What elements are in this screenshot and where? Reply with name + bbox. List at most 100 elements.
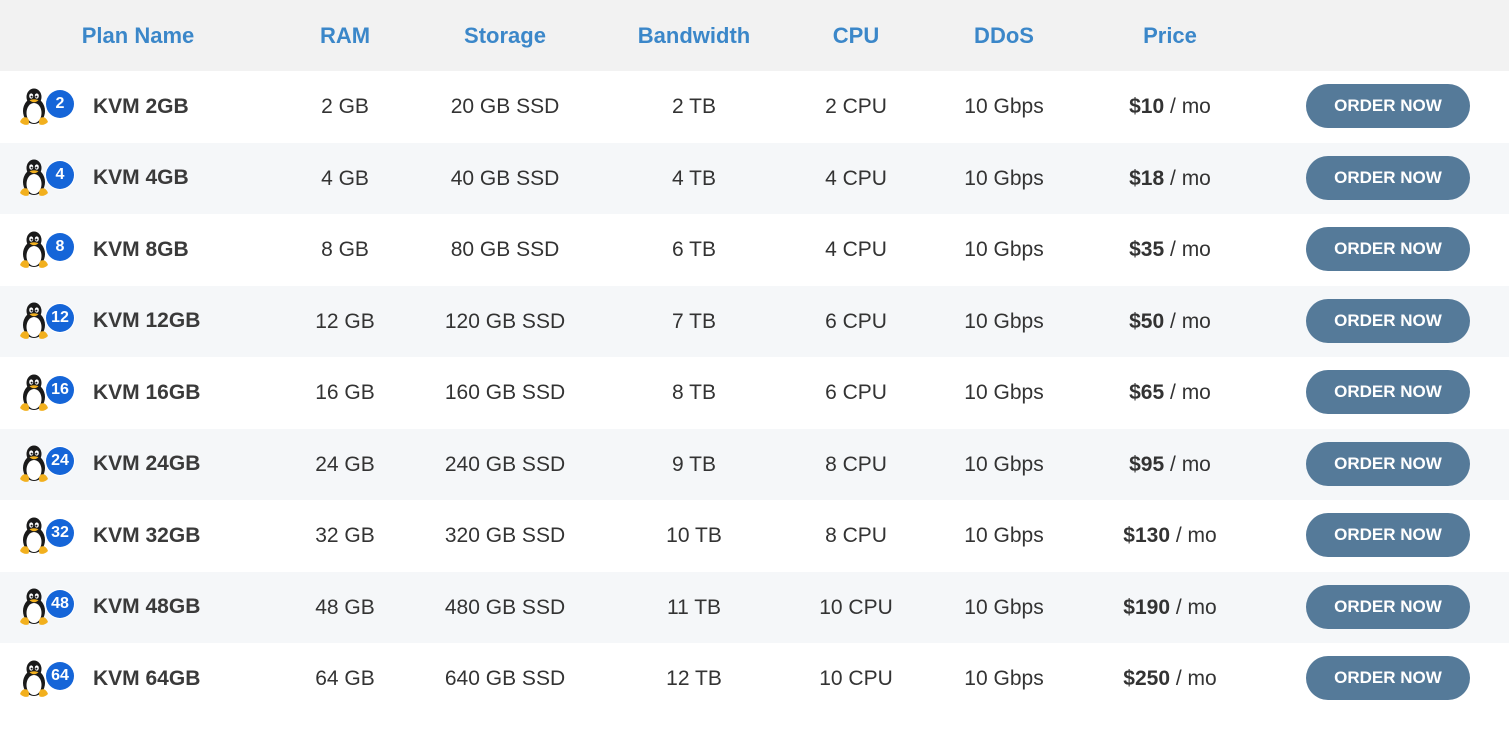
price-amount: $18 [1129,166,1165,190]
ram-cell: 24 GB [315,452,375,476]
cpu-cell: 4 CPU [825,166,887,190]
storage-cell: 640 GB SSD [444,667,566,690]
price-cell: $10 / mo [1129,71,1211,143]
order-now-button[interactable]: ORDER NOW [1306,370,1470,414]
price-amount: $50 [1129,309,1165,333]
order-now-button[interactable]: ORDER NOW [1306,656,1470,700]
linux-tux-icon [20,159,48,197]
plan-name: KVM 4GB [93,166,189,190]
price-amount: $95 [1129,452,1165,476]
storage-cell: 80 GB SSD [450,238,560,261]
price-cell: $50 / mo [1129,286,1211,358]
cpu-cell: 4 CPU [825,238,887,261]
storage-cell: 40 GB SSD [450,166,560,190]
header-bandwidth: Bandwidth [637,23,751,48]
table-row: 2 KVM 2GB 2 GB 20 GB SSD 2 TB 2 CPU 10 G… [0,71,1509,143]
cpu-cell: 6 CPU [825,309,887,333]
plan-cell: 48 KVM 48GB [18,572,200,644]
ddos-cell: 10 Gbps [964,95,1044,118]
ram-cell: 48 GB [315,595,375,619]
ram-badge: 64 [46,661,74,690]
ddos-cell: 10 Gbps [964,238,1044,261]
ram-badge: 2 [46,89,74,118]
ddos-cell: 10 Gbps [964,452,1044,476]
ddos-cell: 10 Gbps [964,595,1044,619]
ram-badge: 32 [46,518,74,547]
price-unit: / mo [1175,524,1217,547]
header-plan-name: Plan Name [81,23,195,48]
ram-cell: 12 GB [315,309,375,333]
storage-cell: 240 GB SSD [444,452,566,476]
ddos-cell: 10 Gbps [964,667,1044,690]
price-cell: $130 / mo [1123,500,1216,572]
order-now-button[interactable]: ORDER NOW [1306,155,1470,200]
order-now-button[interactable]: ORDER NOW [1306,84,1470,128]
price-unit: / mo [1170,238,1211,261]
order-now-button[interactable]: ORDER NOW [1306,584,1470,629]
price-unit: / mo [1170,452,1211,476]
plan-cell: 8 KVM 8GB [18,214,189,286]
linux-tux-icon [20,231,48,268]
linux-tux-icon [20,445,48,483]
bandwidth-cell: 2 TB [672,95,716,118]
linux-tux-icon [20,302,48,340]
linux-tux-icon [20,517,48,554]
price-cell: $250 / mo [1123,643,1216,715]
plan-cell: 12 KVM 12GB [18,286,200,358]
price-cell: $95 / mo [1129,429,1211,501]
cpu-cell: 8 CPU [825,524,887,547]
bandwidth-cell: 10 TB [666,524,722,547]
storage-cell: 480 GB SSD [444,595,566,619]
table-row: 8 KVM 8GB 8 GB 80 GB SSD 6 TB 4 CPU 10 G… [0,214,1509,286]
price-amount: $130 [1123,524,1171,547]
bandwidth-cell: 11 TB [666,595,722,619]
ddos-cell: 10 Gbps [964,381,1044,404]
ram-badge: 48 [46,590,74,619]
ram-cell: 4 GB [321,166,369,190]
plan-cell: 32 KVM 32GB [18,500,200,572]
header-cpu: CPU [832,23,880,48]
storage-cell: 160 GB SSD [444,381,566,404]
table-row: 24 KVM 24GB 24 GB 240 GB SSD 9 TB 8 CPU … [0,428,1509,501]
table-row: 48 KVM 48GB 48 GB 480 GB SSD 11 TB 10 CP… [0,571,1509,644]
ddos-cell: 10 Gbps [964,524,1044,547]
bandwidth-cell: 8 TB [672,381,716,404]
order-now-button[interactable]: ORDER NOW [1306,298,1470,343]
order-now-button[interactable]: ORDER NOW [1306,441,1470,486]
bandwidth-cell: 6 TB [672,238,716,261]
price-cell: $190 / mo [1123,572,1216,644]
price-amount: $65 [1129,381,1165,404]
bandwidth-cell: 9 TB [672,452,716,476]
storage-cell: 120 GB SSD [444,309,566,333]
order-now-button[interactable]: ORDER NOW [1306,513,1470,557]
price-unit: / mo [1170,309,1211,333]
ram-cell: 2 GB [321,95,369,118]
price-amount: $10 [1129,95,1165,118]
linux-tux-icon [20,588,48,626]
ram-cell: 32 GB [315,524,375,547]
ram-cell: 64 GB [315,667,375,690]
price-cell: $65 / mo [1129,357,1211,429]
table-row: 12 KVM 12GB 12 GB 120 GB SSD 7 TB 6 CPU … [0,285,1509,358]
order-now-button[interactable]: ORDER NOW [1306,227,1470,271]
storage-cell: 320 GB SSD [444,524,566,547]
linux-tux-icon [20,374,48,411]
price-unit: / mo [1175,667,1217,690]
table-row: 16 KVM 16GB 16 GB 160 GB SSD 8 TB 6 CPU … [0,357,1509,429]
plan-name: KVM 2GB [93,94,189,118]
table-header: Plan Name RAM Storage Bandwidth CPU DDoS… [0,0,1509,71]
table-body: 2 KVM 2GB 2 GB 20 GB SSD 2 TB 2 CPU 10 G… [0,71,1509,715]
header-ddos: DDoS [974,23,1034,48]
bandwidth-cell: 12 TB [666,667,722,690]
plan-cell: 4 KVM 4GB [18,143,189,215]
bandwidth-cell: 7 TB [672,309,716,333]
price-cell: $35 / mo [1129,214,1211,286]
ram-badge: 24 [46,447,74,476]
cpu-cell: 10 CPU [819,667,893,690]
ram-badge: 4 [46,161,74,190]
cpu-cell: 2 CPU [825,95,887,118]
plan-name: KVM 8GB [93,237,189,261]
plan-name: KVM 32GB [93,523,201,547]
plan-name: KVM 16GB [93,380,201,404]
